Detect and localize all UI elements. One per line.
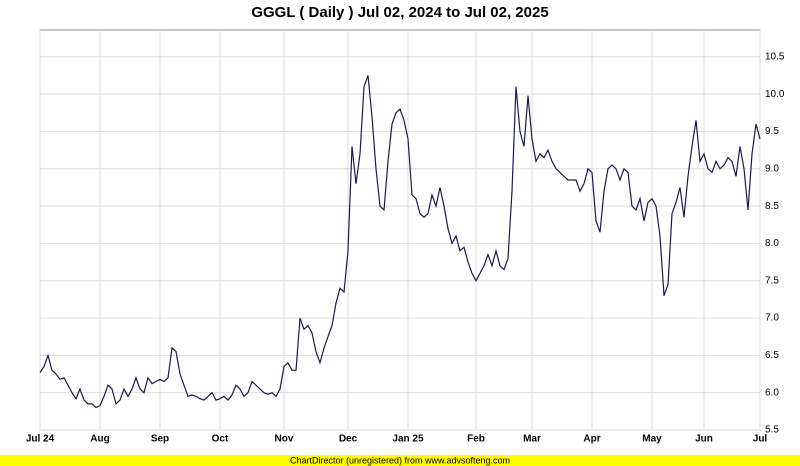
x-tick-label: Nov xyxy=(275,434,294,445)
x-tick-label: Apr xyxy=(583,434,600,445)
y-tick-label: 7.0 xyxy=(765,313,779,324)
y-tick-label: 10.0 xyxy=(765,89,785,100)
y-tick-label: 6.5 xyxy=(765,350,779,361)
footer-bar xyxy=(0,455,800,466)
y-tick-label: 7.5 xyxy=(765,275,779,286)
x-tick-label: Aug xyxy=(90,434,109,445)
y-tick-label: 10.5 xyxy=(765,52,785,63)
x-tick-label: Jun xyxy=(695,434,713,445)
x-tick-label: Jan 25 xyxy=(392,434,424,445)
x-tick-label: Sep xyxy=(151,434,169,445)
x-tick-label: May xyxy=(642,434,662,445)
y-tick-label: 8.0 xyxy=(765,238,779,249)
y-tick-label: 9.0 xyxy=(765,163,779,174)
y-tick-label: 9.5 xyxy=(765,126,779,137)
price-line xyxy=(39,75,761,409)
x-tick-label: Oct xyxy=(212,434,229,445)
x-tick-label: Mar xyxy=(523,434,541,445)
footer: ChartDirector (unregistered) from www.ad… xyxy=(290,455,510,465)
y-tick-label: 8.5 xyxy=(765,201,779,212)
chart-title: GGGL ( Daily ) Jul 02, 2024 to Jul 02, 2… xyxy=(251,4,548,21)
x-tick-label: Jul 24 xyxy=(26,434,55,445)
x-tick-label: Jul xyxy=(753,434,768,445)
y-tick-label: 5.5 xyxy=(765,425,779,436)
y-tick-label: 6.0 xyxy=(765,387,779,398)
x-tick-label: Feb xyxy=(467,434,485,445)
x-tick-label: Dec xyxy=(339,434,358,445)
